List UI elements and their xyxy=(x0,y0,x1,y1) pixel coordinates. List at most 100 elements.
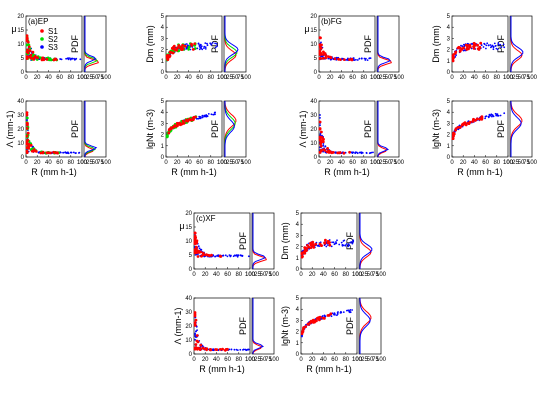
pdf-tick-label: 50 xyxy=(232,160,239,166)
data-point xyxy=(336,239,338,242)
panel-label: (b)FG xyxy=(321,17,342,26)
data-point xyxy=(485,44,488,47)
pdf-label: PDF xyxy=(238,316,248,335)
data-point xyxy=(27,147,31,150)
data-point xyxy=(193,231,197,235)
data-point xyxy=(165,56,169,60)
pdf-label: PDF xyxy=(363,119,373,138)
data-point xyxy=(319,114,321,116)
scatter-axes xyxy=(165,100,223,158)
pdf-tick-label: 100 xyxy=(394,75,405,81)
y-tick-label: 0 xyxy=(447,155,451,161)
data-point xyxy=(482,46,485,48)
x-tick-label: 40 xyxy=(185,160,192,166)
data-point xyxy=(193,237,197,241)
data-point xyxy=(323,241,327,245)
r-axis-label: R (mm h-1) xyxy=(324,167,370,177)
data-point xyxy=(210,113,213,116)
data-point xyxy=(195,330,197,333)
data-point xyxy=(329,312,333,316)
pdf-tick-label: 100 xyxy=(370,160,381,166)
pdf-curve xyxy=(510,100,523,157)
data-point xyxy=(365,152,368,155)
data-point xyxy=(325,245,328,248)
x-tick-label: 40 xyxy=(45,75,52,81)
data-point xyxy=(78,152,80,154)
data-point xyxy=(460,44,462,47)
pdf-curve xyxy=(252,213,267,269)
x-tick-label: 0 xyxy=(299,357,303,363)
legend-marker xyxy=(40,29,44,33)
data-point xyxy=(491,114,494,117)
panel-label: (a)EP xyxy=(28,17,48,26)
data-point xyxy=(25,127,29,130)
data-point xyxy=(206,44,209,47)
data-point xyxy=(194,338,197,341)
data-point xyxy=(480,115,484,119)
data-point xyxy=(190,44,194,47)
y-tick-label: 10 xyxy=(17,42,24,48)
scatter-axes xyxy=(451,100,509,158)
pdf-tick-label: 100 xyxy=(503,75,514,81)
pdf-label: PDF xyxy=(210,119,220,138)
y-tick-label: 3 xyxy=(296,233,300,239)
data-point xyxy=(503,46,506,49)
y-tick-label: 20 xyxy=(17,14,24,20)
data-point xyxy=(476,43,479,47)
y-tick-label: 40 xyxy=(310,99,317,105)
data-point xyxy=(495,47,498,50)
data-point xyxy=(496,48,499,51)
x-tick-label: 80 xyxy=(493,160,500,166)
data-point xyxy=(214,46,217,49)
data-point xyxy=(360,57,363,60)
data-point xyxy=(318,242,322,246)
data-point xyxy=(483,42,486,45)
pdf-axes xyxy=(509,100,533,158)
y-axis-label: μ xyxy=(179,221,184,231)
y-tick-label: 0 xyxy=(447,70,451,76)
data-point xyxy=(195,251,199,255)
data-point xyxy=(502,43,505,46)
y-tick-label: 10 xyxy=(17,141,24,147)
data-point xyxy=(340,241,343,244)
y-tick-label: 1 xyxy=(447,144,451,150)
data-point xyxy=(321,57,325,60)
data-point xyxy=(493,42,496,45)
pdf-tick-label: 100 xyxy=(269,272,280,278)
data-point xyxy=(342,58,346,61)
data-point xyxy=(203,114,206,117)
data-point xyxy=(319,53,322,57)
y-tick-label: 5 xyxy=(314,56,318,62)
data-point xyxy=(301,327,305,331)
data-point xyxy=(320,149,323,153)
y-tick-label: 2 xyxy=(161,133,165,139)
y-tick-label: 0 xyxy=(21,155,25,161)
data-point xyxy=(304,325,307,328)
data-point xyxy=(172,44,176,48)
data-point xyxy=(215,43,218,45)
data-point xyxy=(167,131,171,135)
data-point xyxy=(340,311,343,314)
pdf-tick-label: 25 xyxy=(226,75,233,81)
data-point xyxy=(347,243,350,246)
data-point xyxy=(318,46,322,49)
data-point xyxy=(322,144,325,147)
pdf-axes xyxy=(251,297,275,355)
y-tick-label: 15 xyxy=(17,28,24,34)
data-point xyxy=(204,46,207,49)
data-point xyxy=(327,314,331,317)
x-tick-label: 20 xyxy=(309,272,316,278)
data-point xyxy=(452,56,455,59)
y-tick-label: 5 xyxy=(296,211,300,217)
data-point xyxy=(196,340,200,344)
x-tick-label: 0 xyxy=(24,75,28,81)
x-tick-label: 60 xyxy=(196,75,203,81)
data-point xyxy=(218,348,222,351)
pdf-tick-label: 100 xyxy=(370,75,381,81)
data-point xyxy=(327,55,330,59)
pdf-tick-label: 100 xyxy=(527,75,538,81)
data-point xyxy=(195,245,198,249)
data-point xyxy=(342,151,346,155)
pdf-label: PDF xyxy=(70,34,80,53)
